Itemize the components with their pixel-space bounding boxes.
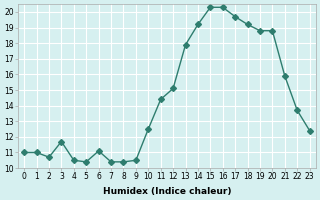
X-axis label: Humidex (Indice chaleur): Humidex (Indice chaleur): [103, 187, 231, 196]
